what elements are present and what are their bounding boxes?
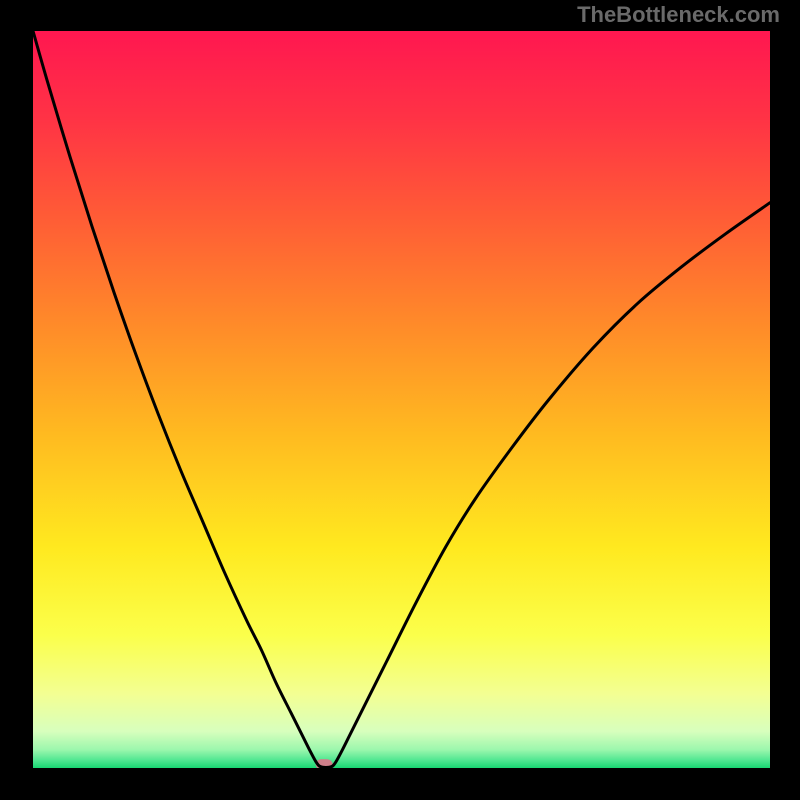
bottleneck-curve [33,31,770,767]
watermark-text: TheBottleneck.com [577,2,780,28]
chart-container: TheBottleneck.com [0,0,800,800]
plot-area [33,31,770,768]
curve-layer [33,31,770,768]
